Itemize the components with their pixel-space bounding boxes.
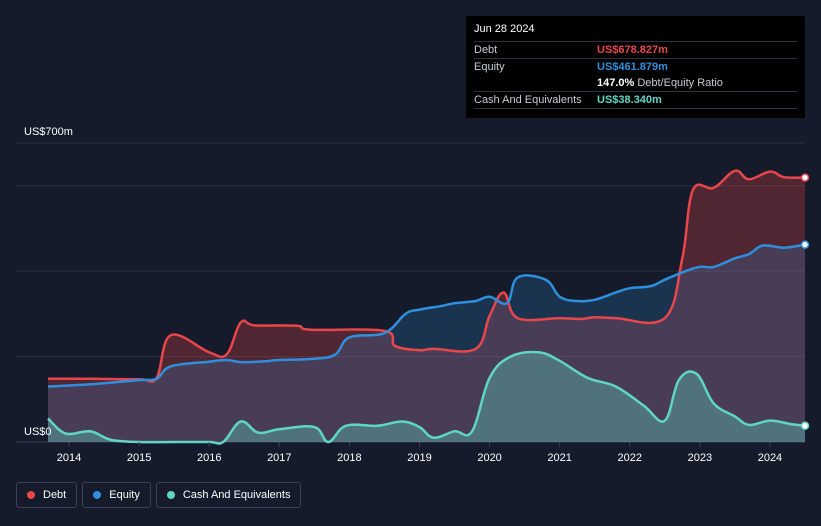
equity-line: [47, 243, 806, 388]
debt-line: [47, 169, 806, 383]
tooltip-row-cash: Cash And Equivalents US$38.340m: [474, 91, 797, 108]
tooltip-row-equity: Equity US$461.879m: [474, 58, 797, 75]
x-tick-label: 2016: [197, 452, 221, 464]
y-axis-top-label: US$700m: [24, 126, 73, 138]
end-markers: [800, 173, 810, 431]
tooltip-row-debt: Debt US$678.827m: [474, 41, 797, 58]
x-tick-label: 2024: [758, 452, 782, 464]
tooltip-debt-value: US$678.827m: [597, 44, 668, 56]
tooltip-cash-label: Cash And Equivalents: [474, 94, 582, 106]
tooltip-equity-label: Equity: [474, 61, 505, 73]
tooltip-equity-value: US$461.879m: [597, 61, 668, 73]
x-tick-label: 2020: [477, 452, 501, 464]
x-tick-label: 2018: [337, 452, 361, 464]
equity-dot-icon: [93, 491, 102, 499]
tooltip-panel: Jun 28 2024 Debt US$678.827m Equity US$4…: [466, 16, 805, 118]
x-tick-label: 2021: [547, 452, 571, 464]
series-areas: [48, 170, 805, 444]
tooltip-date: Jun 28 2024: [474, 23, 535, 35]
tooltip-debt-label: Debt: [474, 44, 498, 56]
cash-line: [47, 350, 806, 445]
debt-dot-icon: [27, 491, 35, 499]
legend-debt-label: Debt: [43, 489, 67, 501]
debt-end-marker: [800, 173, 810, 182]
x-tick-label: 2023: [688, 452, 712, 464]
x-tick-label: 2017: [267, 452, 291, 464]
tooltip-ratio-label: Debt/Equity Ratio: [637, 77, 723, 89]
x-tick-label: 2022: [618, 452, 642, 464]
legend-item-cash[interactable]: Cash And Equivalents: [155, 482, 302, 508]
x-tick-label: 2015: [127, 452, 151, 464]
equity-end-marker: [800, 240, 810, 249]
debt-area: [48, 170, 805, 442]
y-axis-bottom-label: US$0: [24, 426, 52, 438]
series-lines: [47, 169, 806, 445]
x-tick-label: 2014: [57, 452, 81, 464]
tooltip-ratio-value: 147.0%: [597, 77, 635, 89]
legend-item-equity[interactable]: Equity: [82, 482, 151, 508]
legend-equity-label: Equity: [109, 489, 140, 501]
tooltip-row-ratio: 147.0% Debt/Equity Ratio: [474, 75, 797, 91]
equity-area: [48, 244, 805, 442]
x-tick-label: 2019: [407, 452, 431, 464]
legend-cash-label: Cash And Equivalents: [182, 489, 291, 501]
tooltip-cash-value: US$38.340m: [597, 94, 662, 106]
legend-item-debt[interactable]: Debt: [16, 482, 78, 508]
cash-dot-icon: [166, 491, 175, 499]
tooltip-bottom-rule: [474, 108, 797, 125]
cash-end-marker: [800, 421, 810, 431]
cash-area: [48, 351, 805, 444]
x-axis-ticks: 2014 2015 2016 2017 2018 2019 2020 2021 2022 2023…: [57, 442, 782, 464]
chart-legend: Debt Equity Cash And Equivalents: [16, 482, 302, 508]
